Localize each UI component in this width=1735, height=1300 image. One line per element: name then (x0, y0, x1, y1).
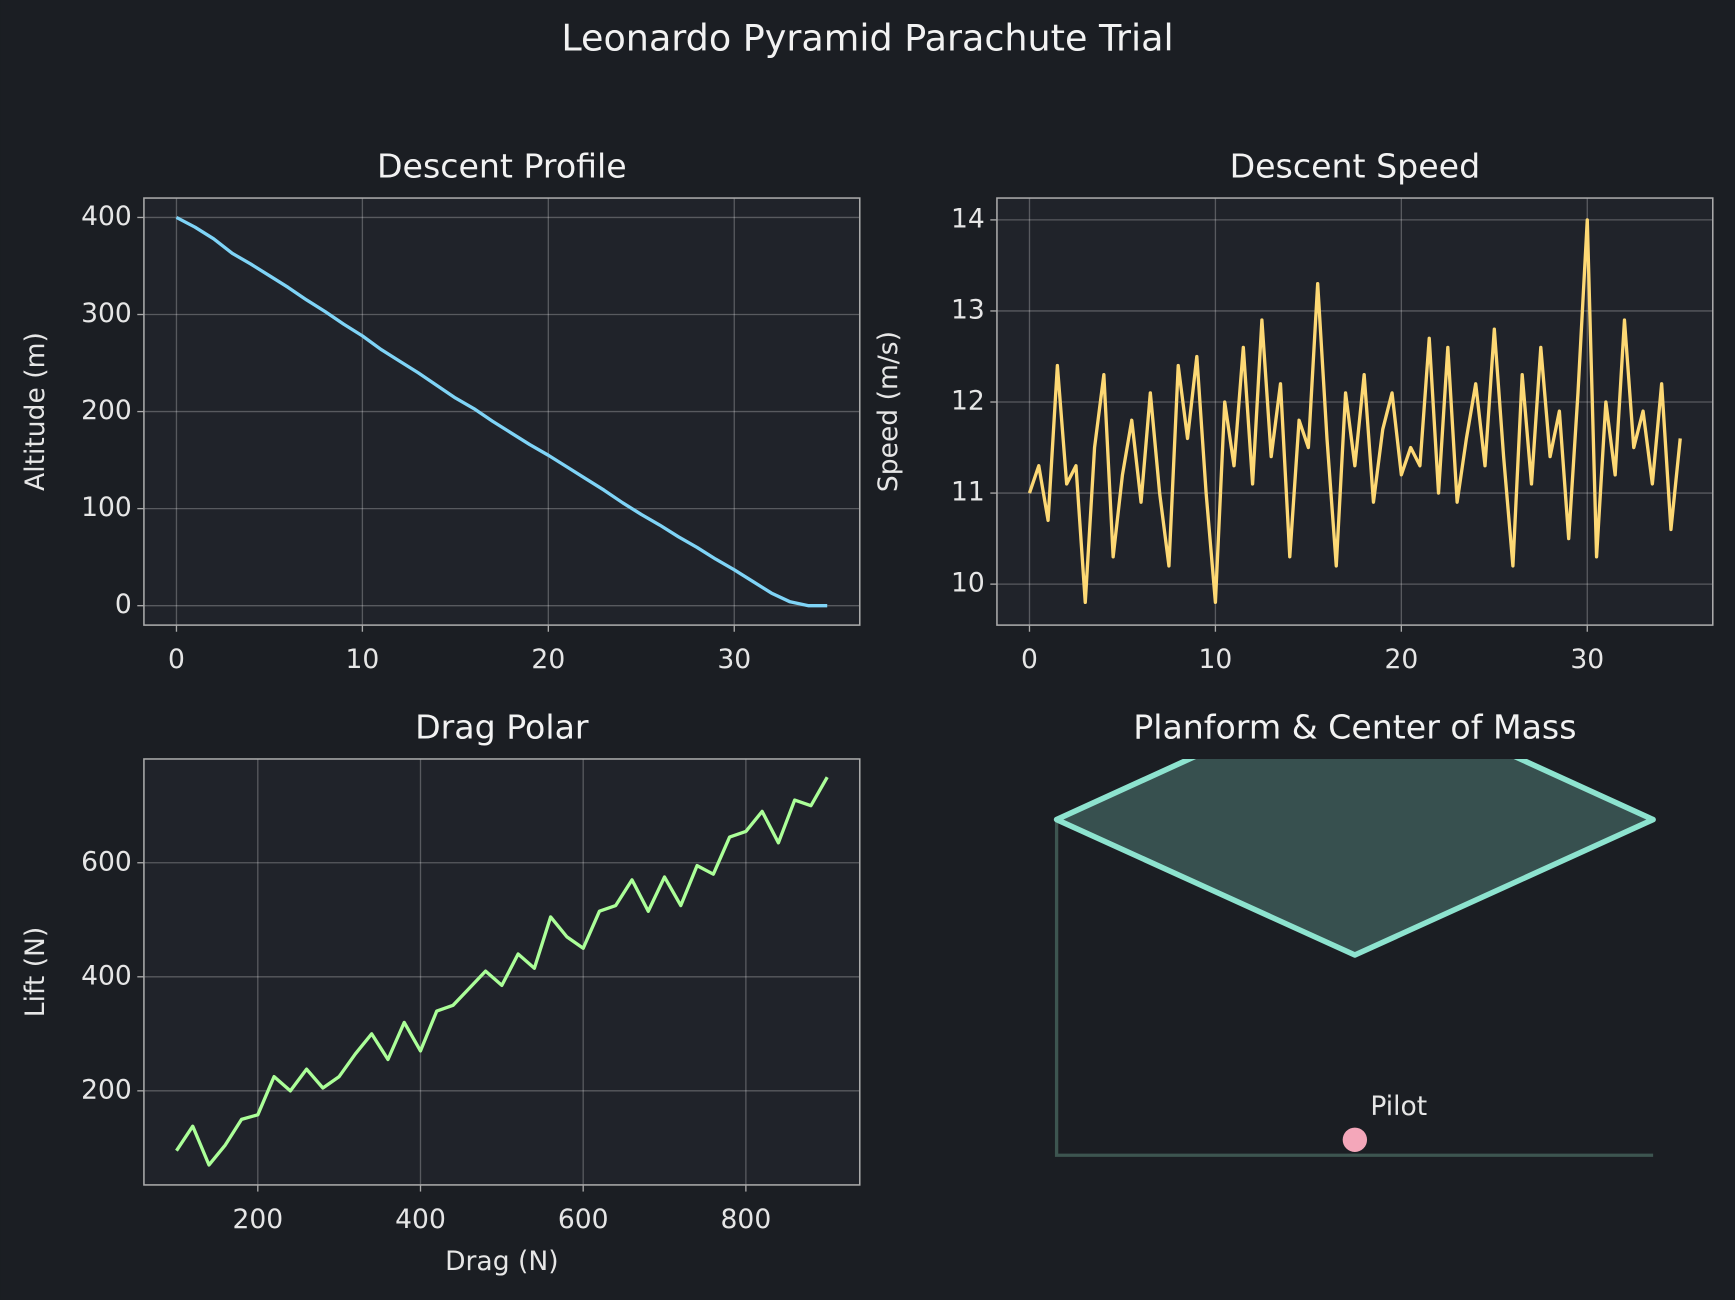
frame-line (1054, 819, 1654, 1157)
y-tick-label: 13 (951, 294, 985, 325)
x-tick-label: 600 (558, 1204, 609, 1235)
x-tick-label: 0 (1021, 644, 1038, 675)
axes-frame (996, 197, 1714, 626)
plot-area (143, 198, 860, 626)
y-tick-label: 14 (951, 203, 985, 234)
x-tick-label: 10 (1199, 644, 1233, 675)
x-tick-label: 30 (717, 644, 751, 675)
y-tick-label: 600 (81, 846, 132, 877)
chart-title: Descent Profile (377, 147, 627, 186)
axes-frame (143, 197, 861, 626)
subplot: Descent Speed 0 10 20 30 10 11 12 13 14 Speed (m/s… (873, 147, 1714, 675)
y-axis-label: Speed (m/s) (873, 331, 904, 492)
y-tick-label: 300 (81, 298, 132, 329)
y-tick-label: 10 (951, 568, 985, 599)
subplot: Planform & Center of Mass Pilot (1053, 708, 1656, 1157)
x-axis-label: Drag (N) (445, 1246, 559, 1277)
y-tick-label: 100 (81, 492, 132, 523)
data-line (1027, 218, 1682, 605)
axes-frame (143, 758, 861, 1186)
y-tick-label: 11 (951, 477, 985, 508)
figure-title: Leonardo Pyramid Parachute Trial (561, 16, 1173, 59)
y-tick-label: 400 (81, 201, 132, 232)
plot-area (143, 758, 860, 1185)
chart-title: Drag Polar (415, 708, 589, 747)
data-line (175, 776, 829, 1167)
y-axis-label: Altitude (m) (20, 332, 51, 491)
pilot-point (1342, 1127, 1368, 1152)
chart-title: Descent Speed (1230, 147, 1481, 186)
x-tick-label: 10 (346, 644, 380, 675)
x-tick-label: 0 (168, 644, 185, 675)
data-line (175, 215, 828, 608)
y-tick-label: 0 (115, 589, 132, 620)
annotation: Pilot (1370, 1091, 1427, 1122)
y-tick-label: 200 (81, 1074, 132, 1105)
y-tick-label: 12 (951, 386, 985, 417)
x-tick-label: 400 (395, 1204, 446, 1235)
x-tick-label: 200 (232, 1204, 283, 1235)
x-tick-label: 30 (1570, 644, 1604, 675)
x-tick-label: 800 (721, 1204, 772, 1235)
chart-title: Planform & Center of Mass (1133, 708, 1576, 747)
y-tick-label: 200 (81, 395, 132, 426)
x-tick-label: 20 (531, 644, 565, 675)
y-axis-label: Lift (N) (20, 927, 51, 1017)
subplot: Drag Polar 200 400 600 800 200 400 600 Lift (N) D… (20, 708, 861, 1277)
planform-group (1053, 758, 1656, 1157)
planform-outline (1053, 758, 1656, 958)
x-tick-label: 20 (1384, 644, 1418, 675)
y-tick-label: 400 (81, 960, 132, 991)
